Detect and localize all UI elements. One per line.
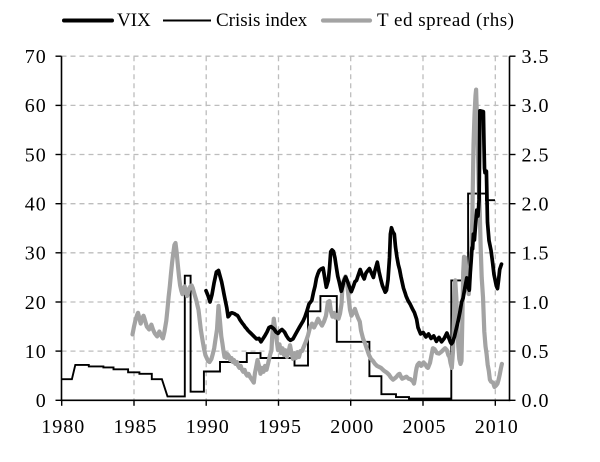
svg-text:VIX: VIX [117,10,151,31]
svg-text:1990: 1990 [186,416,230,438]
svg-text:2000: 2000 [330,416,374,438]
svg-text:1980: 1980 [41,416,85,438]
svg-text:1985: 1985 [114,416,158,438]
svg-text:60: 60 [25,95,47,117]
svg-text:0: 0 [36,390,47,412]
svg-text:0.0: 0.0 [522,390,550,412]
svg-text:1.5: 1.5 [522,243,550,265]
svg-text:3.5: 3.5 [522,46,550,68]
svg-text:0.5: 0.5 [522,341,550,363]
svg-text:Crisis index: Crisis index [216,10,308,31]
svg-text:2010: 2010 [475,416,519,438]
svg-text:30: 30 [25,243,47,265]
svg-text:3.0: 3.0 [522,95,550,117]
svg-text:2005: 2005 [403,416,447,438]
svg-text:70: 70 [25,46,47,68]
svg-text:1995: 1995 [258,416,302,438]
svg-text:40: 40 [25,194,47,216]
svg-text:1.0: 1.0 [522,292,550,314]
svg-text:2.0: 2.0 [522,194,550,216]
svg-text:T ed spread (rhs): T ed spread (rhs) [377,10,514,31]
svg-text:20: 20 [25,292,47,314]
svg-text:2.5: 2.5 [522,144,550,166]
svg-text:50: 50 [25,144,47,166]
svg-text:10: 10 [25,341,47,363]
